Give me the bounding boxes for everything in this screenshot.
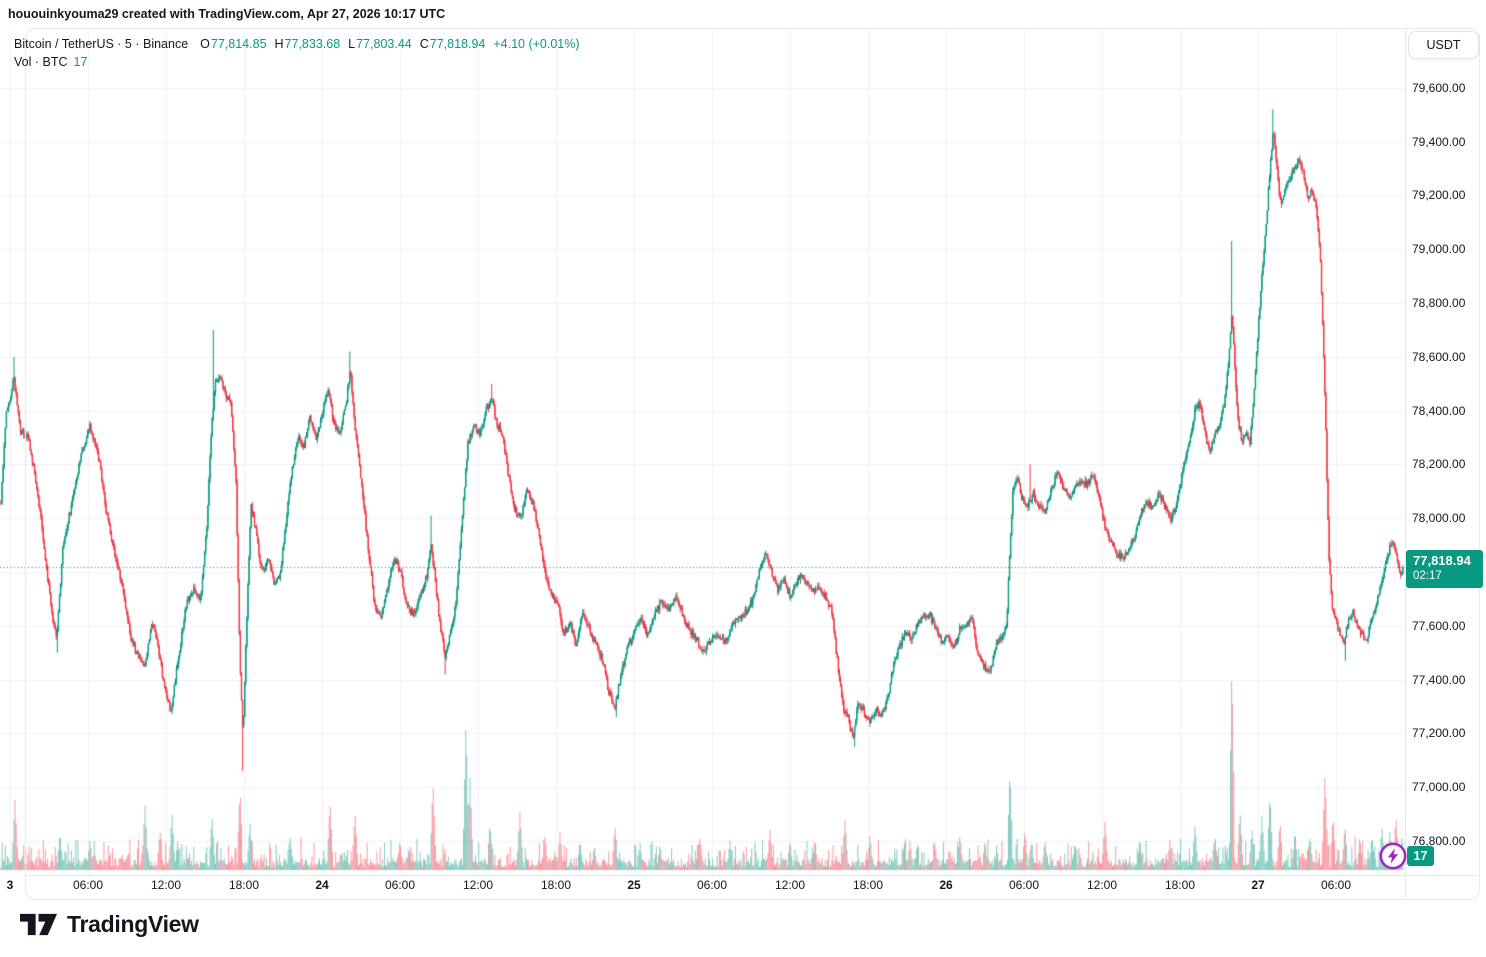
time-axis-label: 12:00: [150, 878, 182, 892]
price-axis-label: 77,600.00: [1412, 618, 1466, 633]
currency-toggle-button[interactable]: USDT: [1408, 31, 1479, 59]
low-value: 77,803.44: [356, 37, 412, 51]
open-label: O: [200, 37, 210, 51]
tradingview-mark-icon: [20, 913, 57, 936]
volume-label: Vol · BTC: [14, 55, 68, 69]
time-axis-label: 06:00: [72, 878, 104, 892]
price-axis-label: 78,800.00: [1412, 296, 1466, 310]
legend-open: O 77,814.85: [200, 36, 266, 53]
legend-high: H 77,833.68: [275, 36, 341, 53]
tradingview-logo-text: TradingView: [67, 911, 199, 937]
time-axis-label: 18:00: [852, 878, 884, 892]
time-axis-label: 18:00: [540, 878, 572, 892]
lightning-icon[interactable]: [1378, 841, 1408, 871]
price-axis-label: 78,600.00: [1412, 349, 1466, 364]
time-axis-label: 24: [315, 878, 329, 892]
price-axis-label: 77,000.00: [1412, 780, 1466, 795]
time-axis-label: 18:00: [1164, 878, 1196, 892]
time-axis-label: 26: [939, 878, 953, 892]
volume-badge: 17: [1407, 846, 1434, 866]
time-axis-label: 27: [1251, 878, 1265, 892]
time-axis-label: 06:00: [384, 878, 416, 892]
time-axis-label: 18:00: [228, 878, 260, 892]
close-label: C: [419, 37, 429, 51]
price-axis-label: 79,600.00: [1412, 80, 1466, 95]
time-axis-label: 12:00: [462, 878, 494, 892]
price-scale[interactable]: 79,600.00 79,400.00 79,200.00 79,000.00 78,8…: [1406, 28, 1486, 875]
high-value: 77,833.68: [284, 37, 341, 51]
tradingview-logo[interactable]: TradingView: [20, 911, 199, 938]
change-value: +4.10 (+0.01%): [493, 37, 580, 51]
time-axis-label: 12:00: [1086, 878, 1118, 892]
symbol-title[interactable]: Bitcoin / TetherUS · 5 · Binance: [14, 37, 189, 51]
close-value: 77,818.94: [429, 37, 486, 51]
time-scale[interactable]: 3 06:00 12:00 18:00 24 06:00 12:00 18:00 25 06:00…: [0, 876, 1405, 898]
legend: Bitcoin / TetherUS · 5 · Binance O 77,814…: [14, 36, 580, 71]
price-axis-label: 79,400.00: [1412, 134, 1466, 149]
price-axis-label: 78,200.00: [1412, 457, 1466, 472]
legend-ohlc-row: Bitcoin / TetherUS · 5 · Binance O 77,814…: [14, 36, 580, 53]
price-axis-label: 76,800.00: [1412, 834, 1466, 848]
price-axis-label: 79,200.00: [1412, 188, 1466, 203]
time-axis-label: 06:00: [1008, 878, 1040, 892]
last-price-value: 77,818.94: [1413, 553, 1471, 568]
time-axis-label: 12:00: [774, 878, 806, 892]
time-axis-label: 06:00: [1320, 878, 1352, 892]
time-axis-label: 25: [627, 878, 641, 892]
legend-close: C 77,818.94: [420, 36, 486, 53]
time-axis-label: 3: [6, 878, 14, 892]
price-axis-label: 78,000.00: [1412, 511, 1466, 526]
low-label: L: [348, 37, 356, 51]
price-axis-label: 79,000.00: [1412, 242, 1466, 257]
price-axis-label: 78,400.00: [1412, 403, 1466, 418]
high-label: H: [274, 37, 284, 51]
legend-volume-row: Vol · BTC 17: [14, 54, 580, 71]
price-axis-label: 77,400.00: [1412, 672, 1466, 687]
legend-low: L 77,803.44: [348, 36, 412, 53]
price-axis-label: 77,200.00: [1412, 726, 1466, 741]
attribution-text: hououinkyouma29 created with TradingView…: [8, 7, 446, 21]
bar-countdown: 02:17: [1413, 570, 1442, 582]
volume-value: 17: [73, 55, 88, 69]
last-price-badge: 77,818.94 02:17: [1406, 550, 1483, 588]
time-axis-label: 06:00: [696, 878, 728, 892]
open-value: 77,814.85: [210, 37, 267, 51]
